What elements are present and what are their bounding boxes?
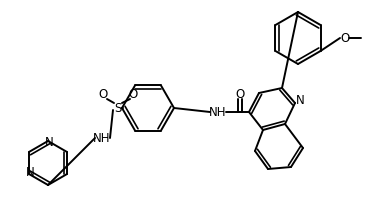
Text: NH: NH <box>93 132 111 145</box>
Text: O: O <box>236 87 244 100</box>
Text: S: S <box>114 102 122 115</box>
Text: O: O <box>128 87 138 100</box>
Text: N: N <box>296 94 304 107</box>
Text: N: N <box>26 166 34 179</box>
Text: N: N <box>45 136 53 150</box>
Text: NH: NH <box>209 105 227 118</box>
Text: O: O <box>98 87 108 100</box>
Text: O: O <box>340 31 350 44</box>
